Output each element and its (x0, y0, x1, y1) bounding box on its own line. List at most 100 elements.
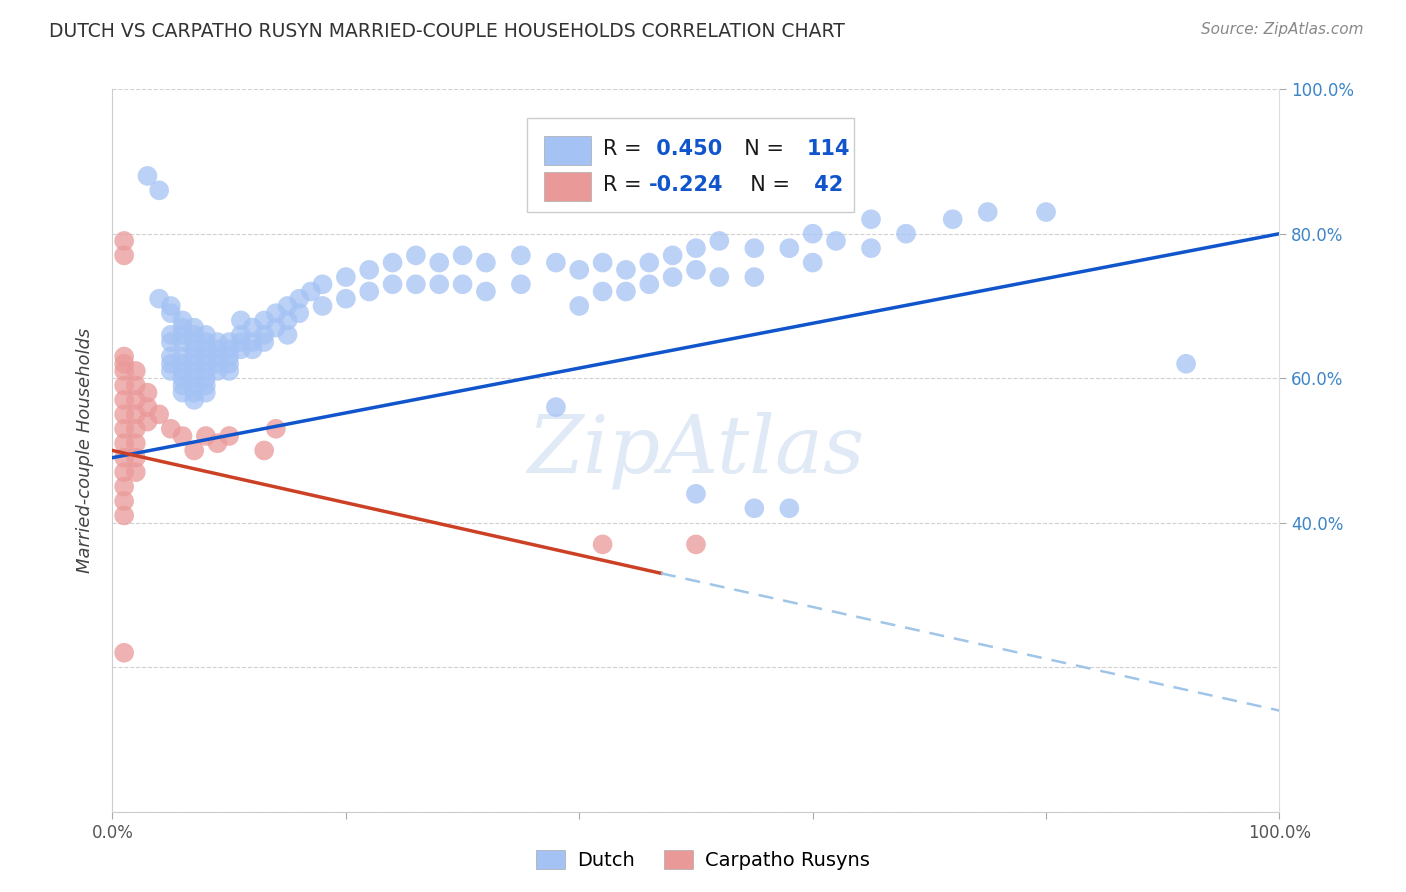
Point (194, 327, 217, 342)
Point (1175, 357, 1198, 371)
Point (218, 343, 240, 357)
Point (614, 262, 637, 277)
Point (451, 277, 474, 292)
Point (276, 313, 298, 327)
Point (405, 277, 427, 292)
Point (335, 292, 357, 306)
Point (568, 299, 591, 313)
Point (229, 327, 252, 342)
Point (638, 277, 661, 292)
Point (183, 371, 205, 385)
Point (311, 277, 333, 292)
Point (207, 364, 229, 378)
Point (112, 646, 135, 660)
Point (264, 320, 287, 334)
Point (509, 248, 531, 262)
Point (801, 255, 824, 269)
Point (614, 285, 637, 299)
Point (160, 327, 183, 342)
Point (335, 270, 357, 285)
Point (194, 364, 217, 378)
Point (359, 285, 381, 299)
Point (242, 343, 264, 357)
Point (709, 234, 731, 248)
Point (218, 350, 240, 364)
Point (744, 501, 766, 516)
Point (288, 306, 311, 320)
Point (661, 248, 683, 262)
Point (744, 270, 766, 285)
FancyBboxPatch shape (527, 118, 853, 212)
Point (381, 255, 404, 269)
Point (112, 364, 135, 378)
Point (253, 313, 276, 327)
Point (592, 537, 614, 551)
Point (253, 334, 276, 349)
Point (125, 407, 148, 421)
Point (136, 415, 159, 429)
Point (194, 343, 217, 357)
Point (112, 350, 135, 364)
Point (172, 313, 194, 327)
Point (218, 334, 240, 349)
Point (183, 320, 205, 334)
Point (229, 334, 252, 349)
Legend: Dutch, Carpatho Rusyns: Dutch, Carpatho Rusyns (529, 842, 877, 878)
Point (112, 248, 135, 262)
Point (568, 262, 591, 277)
Point (183, 327, 205, 342)
Point (311, 299, 333, 313)
Text: N =: N = (737, 176, 796, 195)
Point (253, 443, 276, 458)
Point (112, 422, 135, 436)
Point (894, 227, 917, 241)
Point (136, 385, 159, 400)
Point (709, 270, 731, 285)
Point (229, 343, 252, 357)
Text: R =: R = (603, 176, 648, 195)
Point (125, 422, 148, 436)
Point (125, 436, 148, 450)
Point (136, 169, 159, 183)
Point (242, 320, 264, 334)
Point (194, 378, 217, 392)
Point (160, 306, 183, 320)
Point (160, 422, 183, 436)
Point (183, 378, 205, 392)
FancyBboxPatch shape (544, 136, 591, 165)
Point (264, 306, 287, 320)
Point (172, 334, 194, 349)
Point (172, 320, 194, 334)
Text: 0.450: 0.450 (650, 139, 723, 159)
Point (160, 299, 183, 313)
Point (112, 436, 135, 450)
Point (405, 248, 427, 262)
Point (148, 183, 170, 197)
Point (194, 429, 217, 443)
Point (112, 407, 135, 421)
Point (801, 227, 824, 241)
Point (194, 371, 217, 385)
Point (242, 334, 264, 349)
Point (778, 241, 800, 255)
Point (288, 292, 311, 306)
Point (475, 285, 498, 299)
Point (451, 248, 474, 262)
Point (112, 508, 135, 523)
Point (299, 285, 322, 299)
Point (172, 327, 194, 342)
Point (183, 364, 205, 378)
Point (148, 407, 170, 421)
Point (592, 255, 614, 269)
Point (183, 343, 205, 357)
Point (685, 262, 707, 277)
Point (112, 234, 135, 248)
Point (172, 385, 194, 400)
Point (218, 429, 240, 443)
Point (125, 392, 148, 407)
Point (112, 357, 135, 371)
Point (778, 501, 800, 516)
Point (976, 205, 998, 219)
Point (229, 313, 252, 327)
Point (172, 350, 194, 364)
